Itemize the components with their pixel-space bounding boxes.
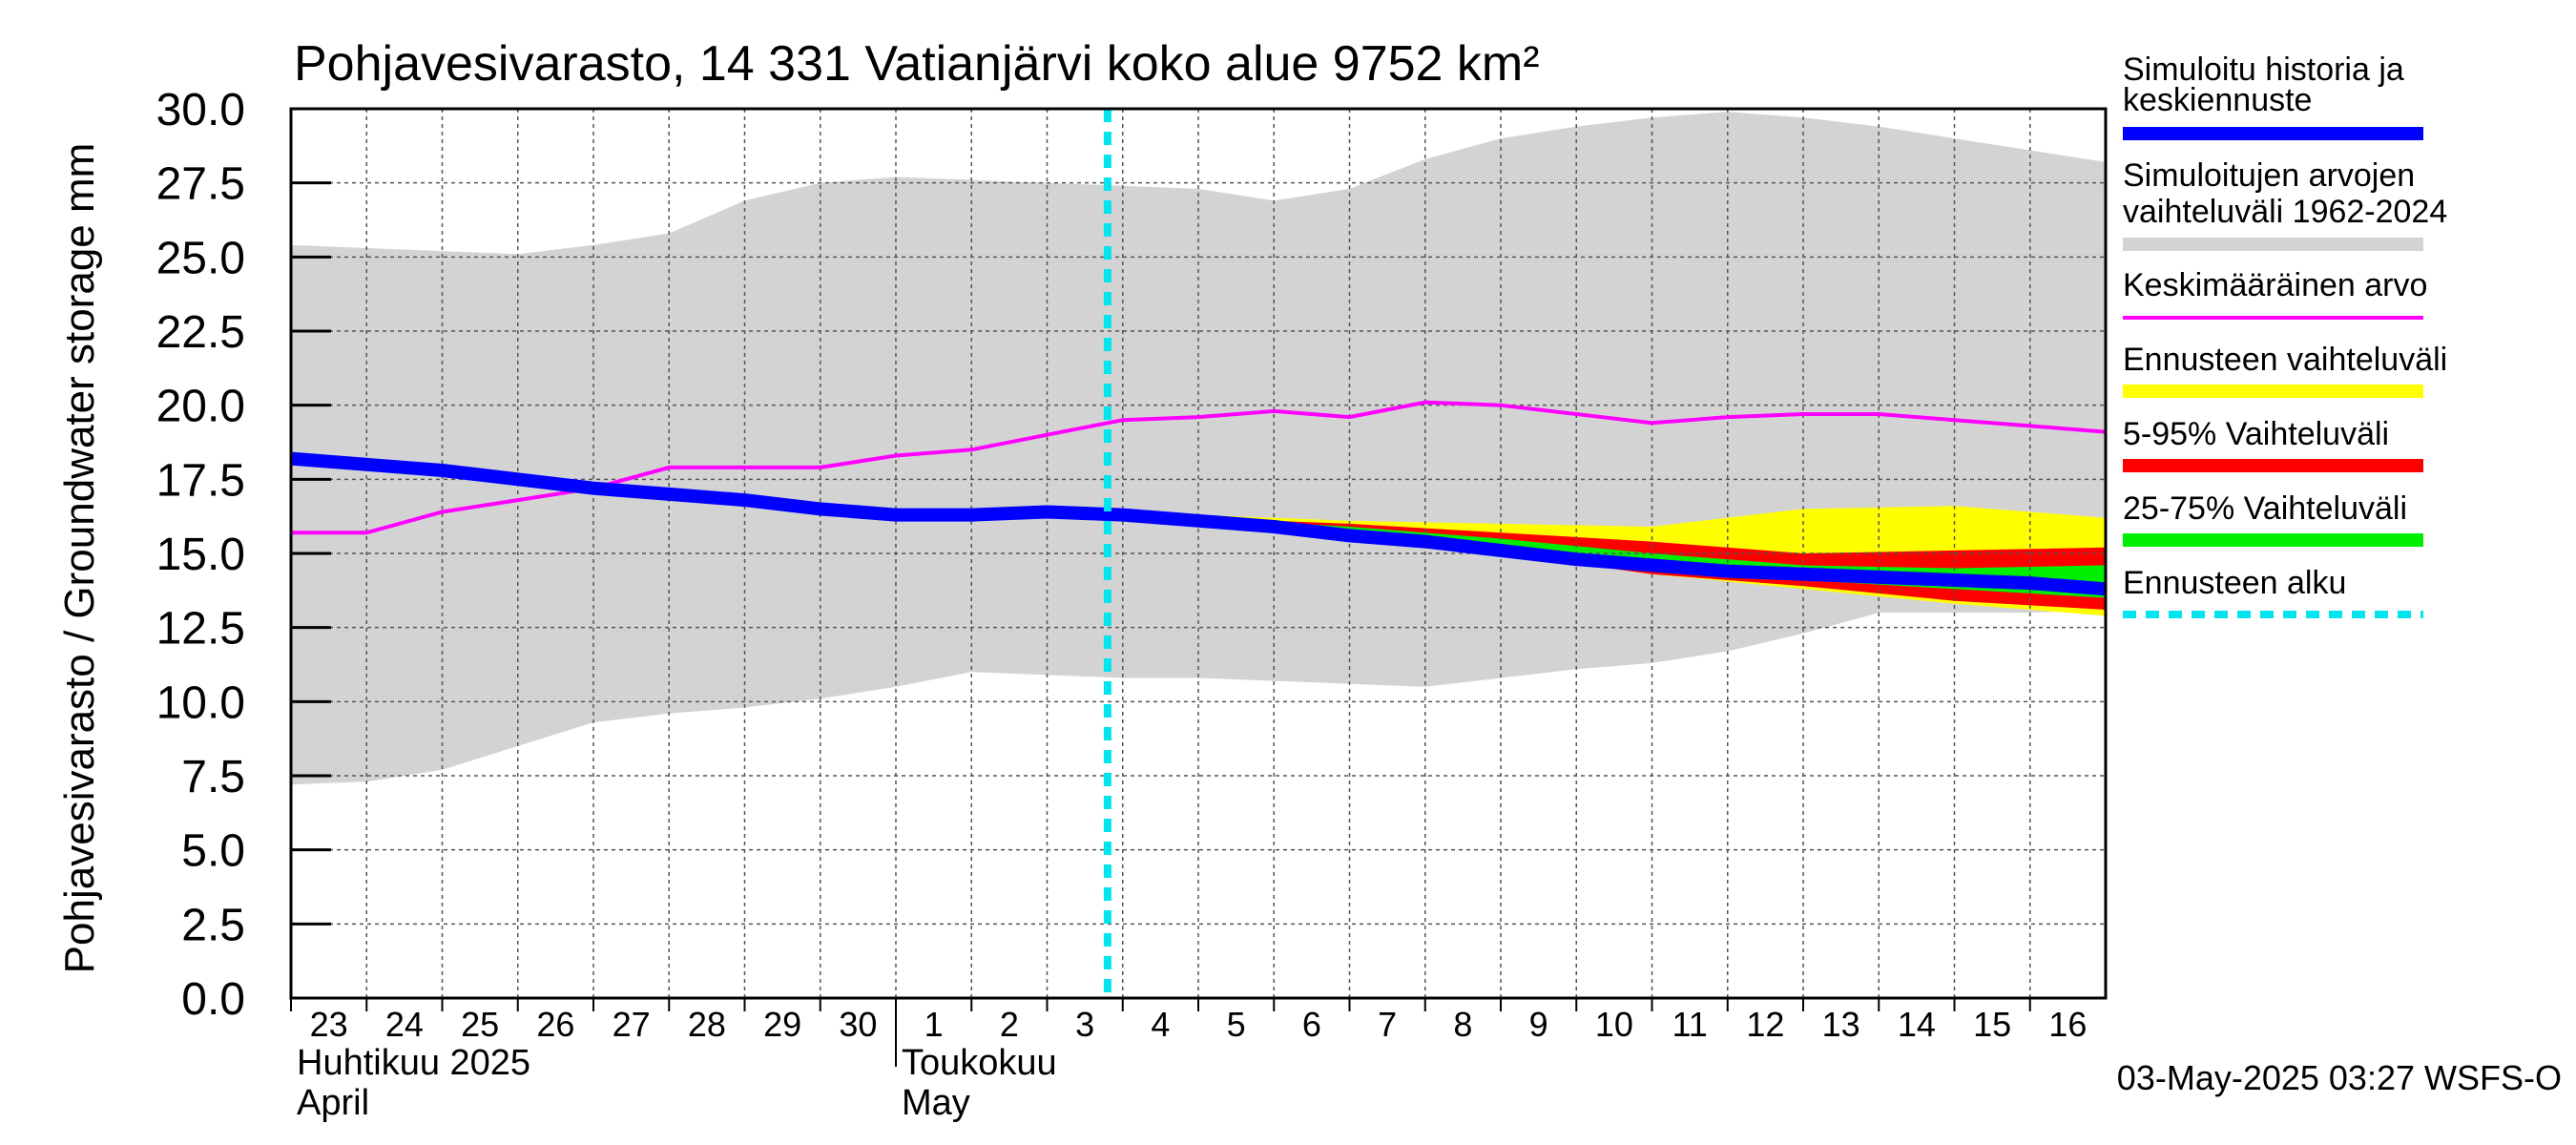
- x-tick-label: 15: [1973, 1005, 2011, 1044]
- y-tick-label: 27.5: [156, 159, 245, 210]
- legend-label: Simuloitujen arvojen: [2123, 157, 2415, 194]
- x-tick-label: 11: [1672, 1005, 1707, 1044]
- x-tick-label: 1: [924, 1005, 944, 1044]
- x-tick-label: 28: [688, 1005, 726, 1044]
- x-tick-label: 8: [1453, 1005, 1472, 1044]
- x-tick-label: 27: [613, 1005, 651, 1044]
- y-tick-label: 25.0: [156, 233, 245, 283]
- legend-label: Ennusteen alku: [2123, 565, 2346, 601]
- x-tick-label: 24: [385, 1005, 424, 1044]
- x-tick-label: 29: [763, 1005, 801, 1044]
- y-tick-label: 22.5: [156, 307, 245, 358]
- y-tick-label: 15.0: [156, 530, 245, 580]
- y-tick-label: 5.0: [181, 826, 245, 877]
- x-tick-label: 23: [310, 1005, 348, 1044]
- x-tick-label: 10: [1595, 1005, 1633, 1044]
- x-tick-label: 7: [1378, 1005, 1397, 1044]
- x-tick-label: 13: [1822, 1005, 1860, 1044]
- x-tick-label: 5: [1227, 1005, 1246, 1044]
- y-tick-label: 7.5: [181, 752, 245, 802]
- legend-label: vaihteluväli 1962-2024: [2123, 194, 2447, 230]
- y-axis-label: Pohjavesivarasto / Groundwater storage m…: [56, 143, 103, 974]
- grid-layer: [291, 109, 2106, 998]
- x-tick-label: 4: [1151, 1005, 1170, 1044]
- x-tick-label: 9: [1529, 1005, 1548, 1044]
- y-tick-label: 2.5: [181, 900, 245, 950]
- x-tick-label: 6: [1302, 1005, 1321, 1044]
- legend-label: 5-95% Vaihteluväli: [2123, 416, 2389, 452]
- legend-label: Ennusteen vaihteluväli: [2123, 342, 2447, 378]
- x-tick-label: 3: [1075, 1005, 1094, 1044]
- x-tick-label: 12: [1746, 1005, 1784, 1044]
- history-forecast-line: [290, 451, 2107, 596]
- month-label-en: May: [902, 1083, 970, 1123]
- legend-label: keskiennuste: [2123, 82, 2312, 118]
- y-tick-label: 20.0: [156, 382, 245, 432]
- y-tick-label: 10.0: [156, 677, 245, 728]
- legend-label: Keskimääräinen arvo: [2123, 267, 2427, 303]
- chart-title: Pohjavesivarasto, 14 331 Vatianjärvi kok…: [294, 36, 1540, 92]
- y-tick-label: 0.0: [181, 974, 245, 1025]
- y-tick-label: 12.5: [156, 604, 245, 655]
- line-layer: [290, 109, 2107, 998]
- month-label-en: April: [297, 1083, 369, 1123]
- y-tick-label: 30.0: [156, 85, 245, 135]
- x-tick-label: 26: [536, 1005, 574, 1044]
- x-tick-label: 2: [1000, 1005, 1019, 1044]
- timestamp-footer: 03-May-2025 03:27 WSFS-O: [2117, 1058, 2562, 1097]
- x-tick-label: 25: [461, 1005, 499, 1044]
- x-tick-label: 16: [2048, 1005, 2087, 1044]
- month-label-fi: Huhtikuu 2025: [297, 1043, 530, 1083]
- x-tick-label: 30: [839, 1005, 877, 1044]
- legend-label: 25-75% Vaihteluväli: [2123, 490, 2407, 527]
- axes-layer: 0.0 2.5 5.0 7.5 10.0 12.5 15.0 17.5 20.0 22.5 25.0…: [156, 85, 2108, 1123]
- legend-label: Simuloitu historia ja: [2123, 52, 2404, 88]
- month-label-fi: Toukokuu: [902, 1043, 1057, 1083]
- x-tick-label: 14: [1898, 1005, 1936, 1044]
- y-tick-label: 17.5: [156, 455, 245, 506]
